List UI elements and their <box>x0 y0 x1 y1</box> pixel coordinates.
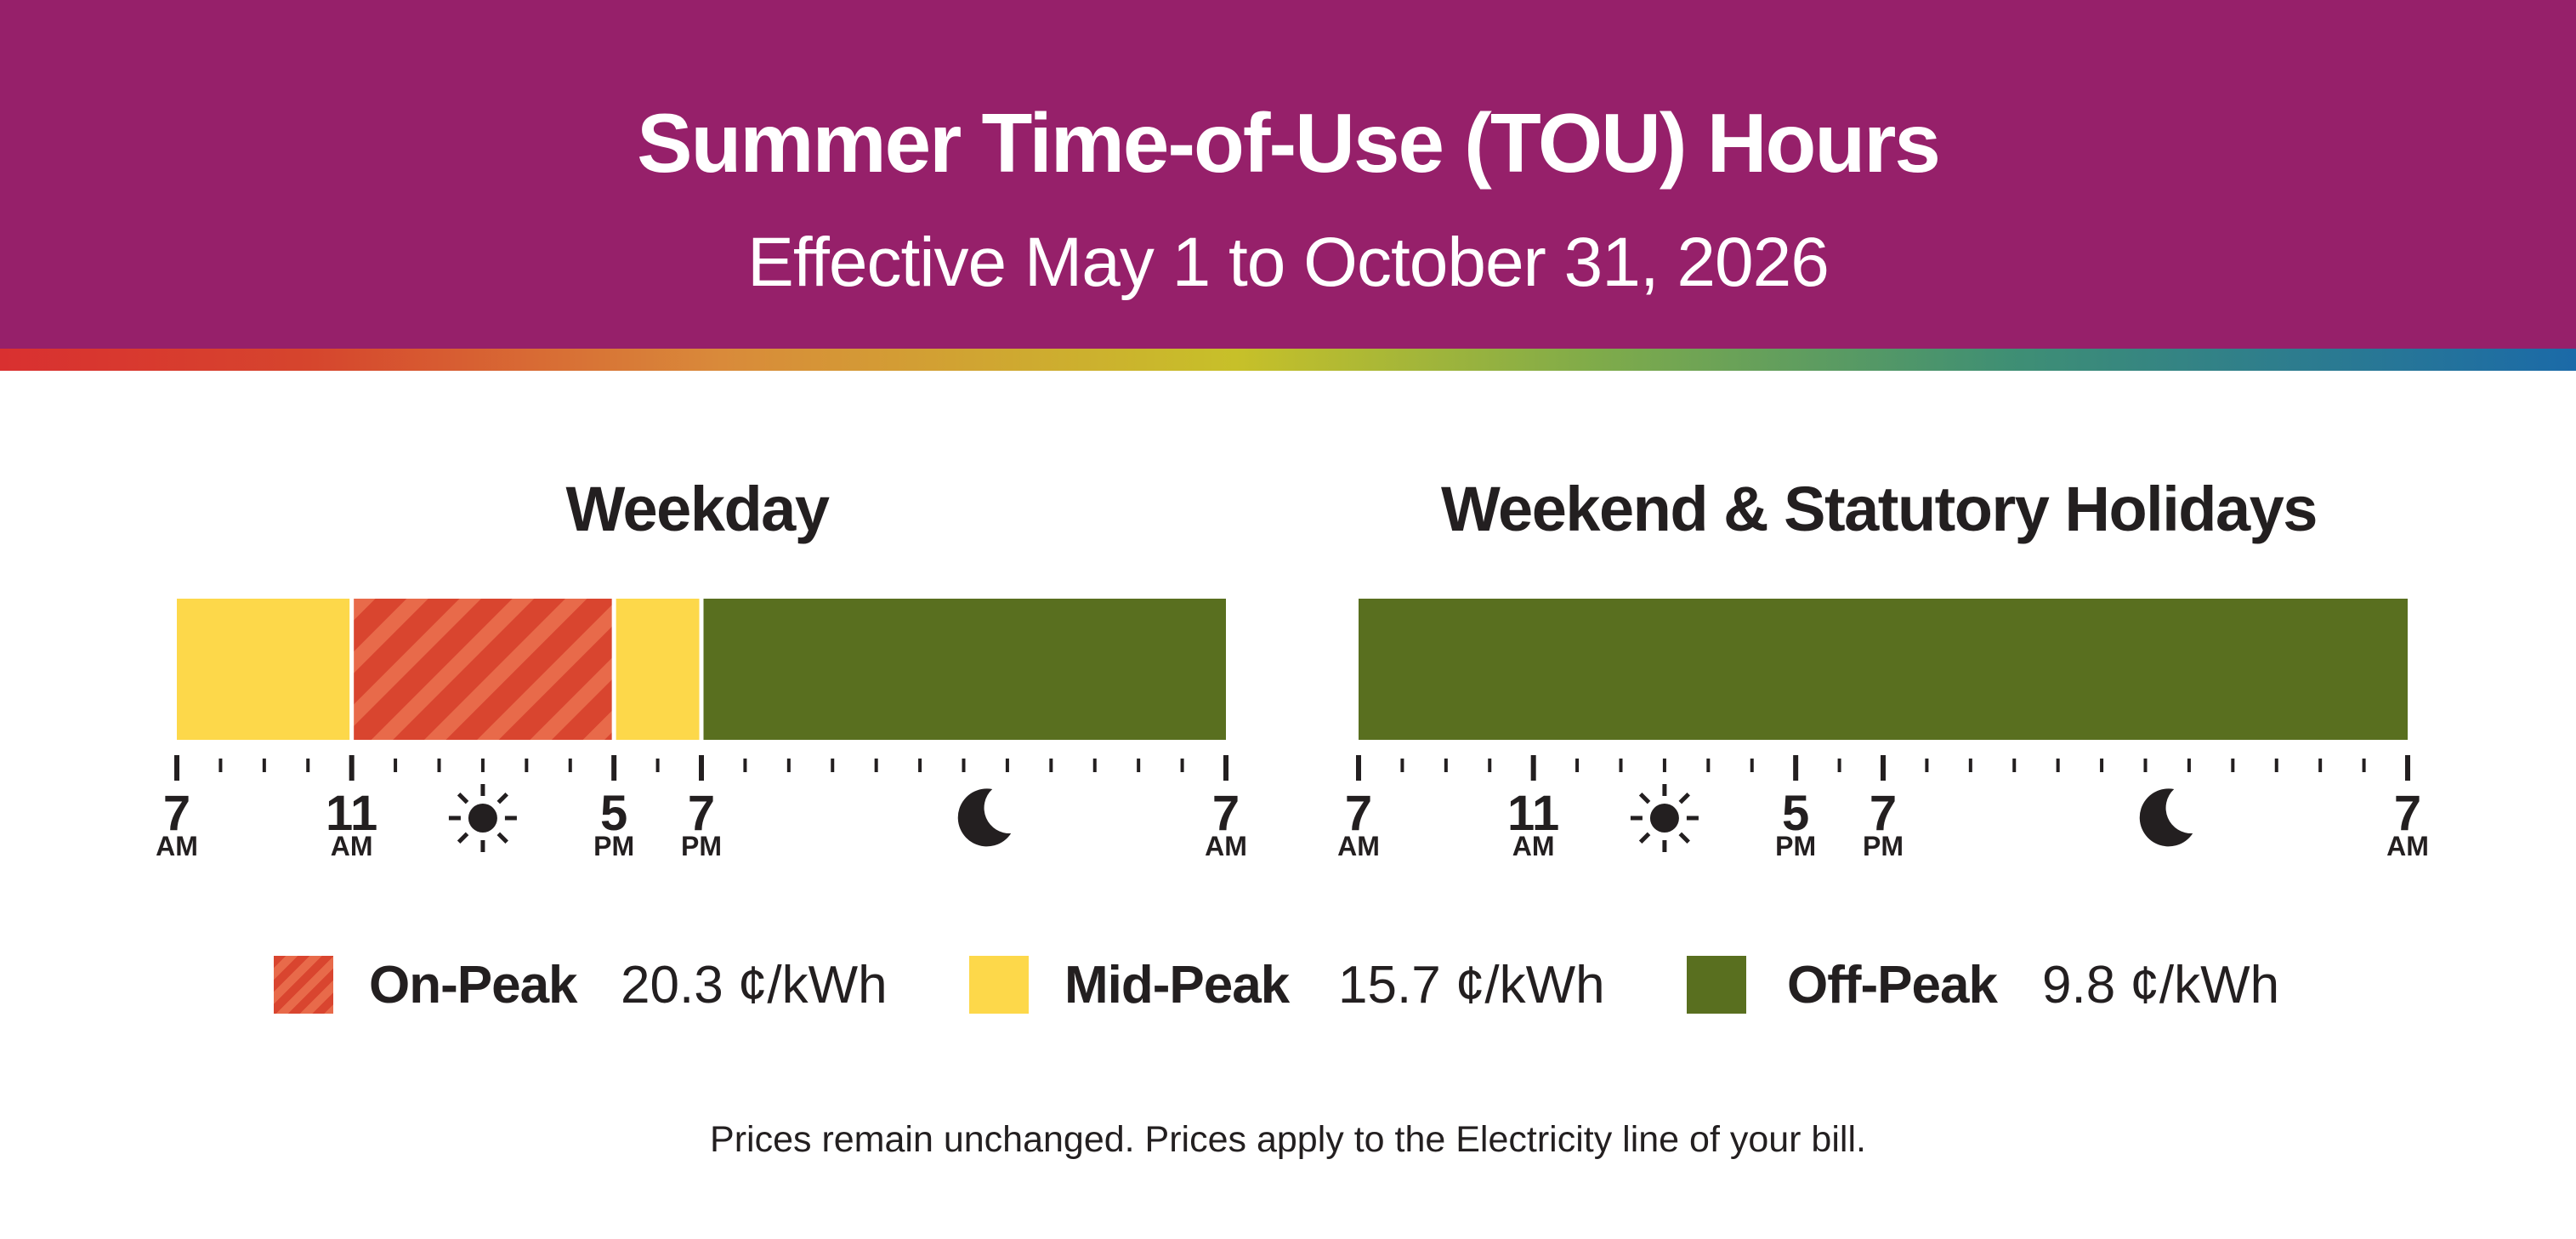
page-title: Summer Time-of-Use (TOU) Hours <box>637 96 1941 190</box>
tick-label-period: AM <box>331 831 373 861</box>
segment-off-peak <box>701 599 1226 740</box>
legend-swatch-on-peak <box>274 956 333 1014</box>
tick-label-period: PM <box>681 831 722 861</box>
legend-price-mid-peak: 15.7 ¢/kWh <box>1338 956 1605 1015</box>
footnote: Prices remain unchanged. Prices apply to… <box>710 1119 1866 1160</box>
moon-icon <box>2139 788 2193 847</box>
tick-label-period: PM <box>1863 831 1904 861</box>
page-subtitle: Effective May 1 to October 31, 2026 <box>747 224 1830 301</box>
tick-label-hour: 5 <box>600 786 627 841</box>
tick-label-hour: 5 <box>1782 786 1809 841</box>
legend-price-on-peak: 20.3 ¢/kWh <box>621 956 888 1015</box>
weekend-title: Weekend & Statutory Holidays <box>1441 474 2318 544</box>
tick-label-period: AM <box>1512 831 1555 861</box>
tick-label-hour: 7 <box>688 786 715 841</box>
segment-mid-peak <box>177 599 352 740</box>
tick-label-period: AM <box>1337 831 1380 861</box>
tick-label-hour: 7 <box>163 786 190 841</box>
sun-icon <box>1630 784 1699 852</box>
segment-mid-peak <box>614 599 701 740</box>
legend-label-off-peak: Off-Peak <box>1787 956 1998 1015</box>
legend-swatch-off-peak <box>1687 956 1746 1014</box>
legend-price-off-peak: 9.8 ¢/kWh <box>2042 956 2280 1015</box>
sun-icon <box>448 784 517 852</box>
tick-label-period: AM <box>2386 831 2429 861</box>
tick-label-period: AM <box>1205 831 1247 861</box>
moon-icon <box>957 788 1012 847</box>
legend-swatch-mid-peak <box>969 956 1029 1014</box>
tick-label-hour: 11 <box>326 786 377 841</box>
segment-on-peak <box>351 599 615 740</box>
tick-label-hour: 11 <box>1507 786 1559 841</box>
tick-label-hour: 7 <box>2394 786 2421 841</box>
tick-label-hour: 7 <box>1870 786 1897 841</box>
segment-off-peak <box>1359 599 2408 740</box>
tick-label-hour: 7 <box>1212 786 1240 841</box>
rainbow-divider <box>0 349 2576 371</box>
header-banner: Summer Time-of-Use (TOU) Hours Effective… <box>0 0 2576 349</box>
legend-label-mid-peak: Mid-Peak <box>1064 956 1290 1015</box>
tick-label-period: PM <box>593 831 634 861</box>
tick-label-period: AM <box>156 831 198 861</box>
weekday-title: Weekday <box>565 474 831 544</box>
tick-label-hour: 7 <box>1345 786 1372 841</box>
tick-label-period: PM <box>1775 831 1816 861</box>
legend-label-on-peak: On-Peak <box>369 956 578 1015</box>
